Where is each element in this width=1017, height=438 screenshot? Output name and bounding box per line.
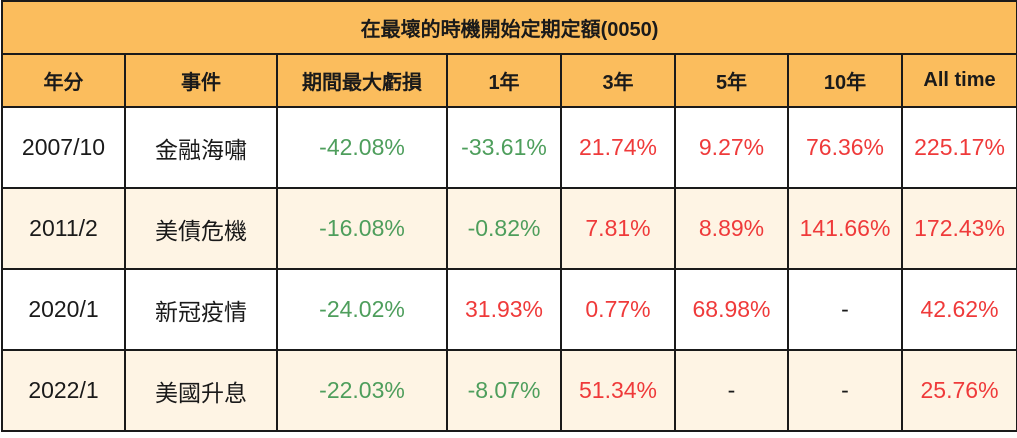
column-header-max-drawdown: 期間最大虧損 (276, 53, 448, 108)
cell-5y: 68.98% (674, 268, 789, 351)
column-header-event: 事件 (124, 53, 278, 108)
cell-year: 2022/1 (1, 349, 126, 432)
table-row: 2020/1 新冠疫情 -24.02% 31.93% 0.77% 68.98% … (1, 268, 1017, 351)
cell-year: 2011/2 (1, 187, 126, 270)
cell-all-time: 225.17% (900, 106, 1017, 189)
cell-all-time: 25.76% (900, 349, 1017, 432)
cell-10y: 141.66% (787, 187, 903, 270)
cell-1y: 31.93% (446, 268, 562, 351)
cell-max-drawdown: -42.08% (276, 106, 448, 189)
table-row: 2011/2 美債危機 -16.08% -0.82% 7.81% 8.89% 1… (1, 187, 1017, 270)
table-row: 2007/10 金融海嘯 -42.08% -33.61% 21.74% 9.27… (1, 106, 1017, 189)
column-header-1y: 1年 (446, 53, 562, 108)
cell-year: 2020/1 (1, 268, 126, 351)
cell-3y: 7.81% (560, 187, 676, 270)
column-header-all-time: All time (900, 53, 1017, 108)
cell-max-drawdown: -24.02% (276, 268, 448, 351)
table-row: 2022/1 美國升息 -22.03% -8.07% 51.34% - - 25… (1, 349, 1017, 432)
cell-3y: 0.77% (560, 268, 676, 351)
table-title: 在最壞的時機開始定期定額(0050) (0, 0, 1017, 55)
cell-5y: 8.89% (674, 187, 789, 270)
column-header-10y: 10年 (787, 53, 903, 108)
cell-max-drawdown: -22.03% (276, 349, 448, 432)
cell-event: 美債危機 (124, 187, 278, 270)
cell-event: 金融海嘯 (124, 106, 278, 189)
column-header-year: 年分 (1, 53, 126, 108)
column-header-5y: 5年 (674, 53, 789, 108)
cell-year: 2007/10 (1, 106, 126, 189)
cell-event: 美國升息 (124, 349, 278, 432)
cell-max-drawdown: -16.08% (276, 187, 448, 270)
column-header-3y: 3年 (560, 53, 676, 108)
cell-5y: 9.27% (674, 106, 789, 189)
cell-all-time: 42.62% (900, 268, 1017, 351)
cell-5y: - (674, 349, 789, 432)
cell-1y: -8.07% (446, 349, 562, 432)
cell-3y: 21.74% (560, 106, 676, 189)
cell-1y: -33.61% (446, 106, 562, 189)
cell-3y: 51.34% (560, 349, 676, 432)
cell-10y: 76.36% (787, 106, 903, 189)
table-header-row: 年分 事件 期間最大虧損 1年 3年 5年 10年 All time (1, 53, 1017, 108)
cell-1y: -0.82% (446, 187, 562, 270)
cell-all-time: 172.43% (900, 187, 1017, 270)
table-title-row: 在最壞的時機開始定期定額(0050) (0, 0, 1017, 55)
cell-10y: - (787, 349, 903, 432)
cell-10y: - (787, 268, 903, 351)
cell-event: 新冠疫情 (124, 268, 278, 351)
